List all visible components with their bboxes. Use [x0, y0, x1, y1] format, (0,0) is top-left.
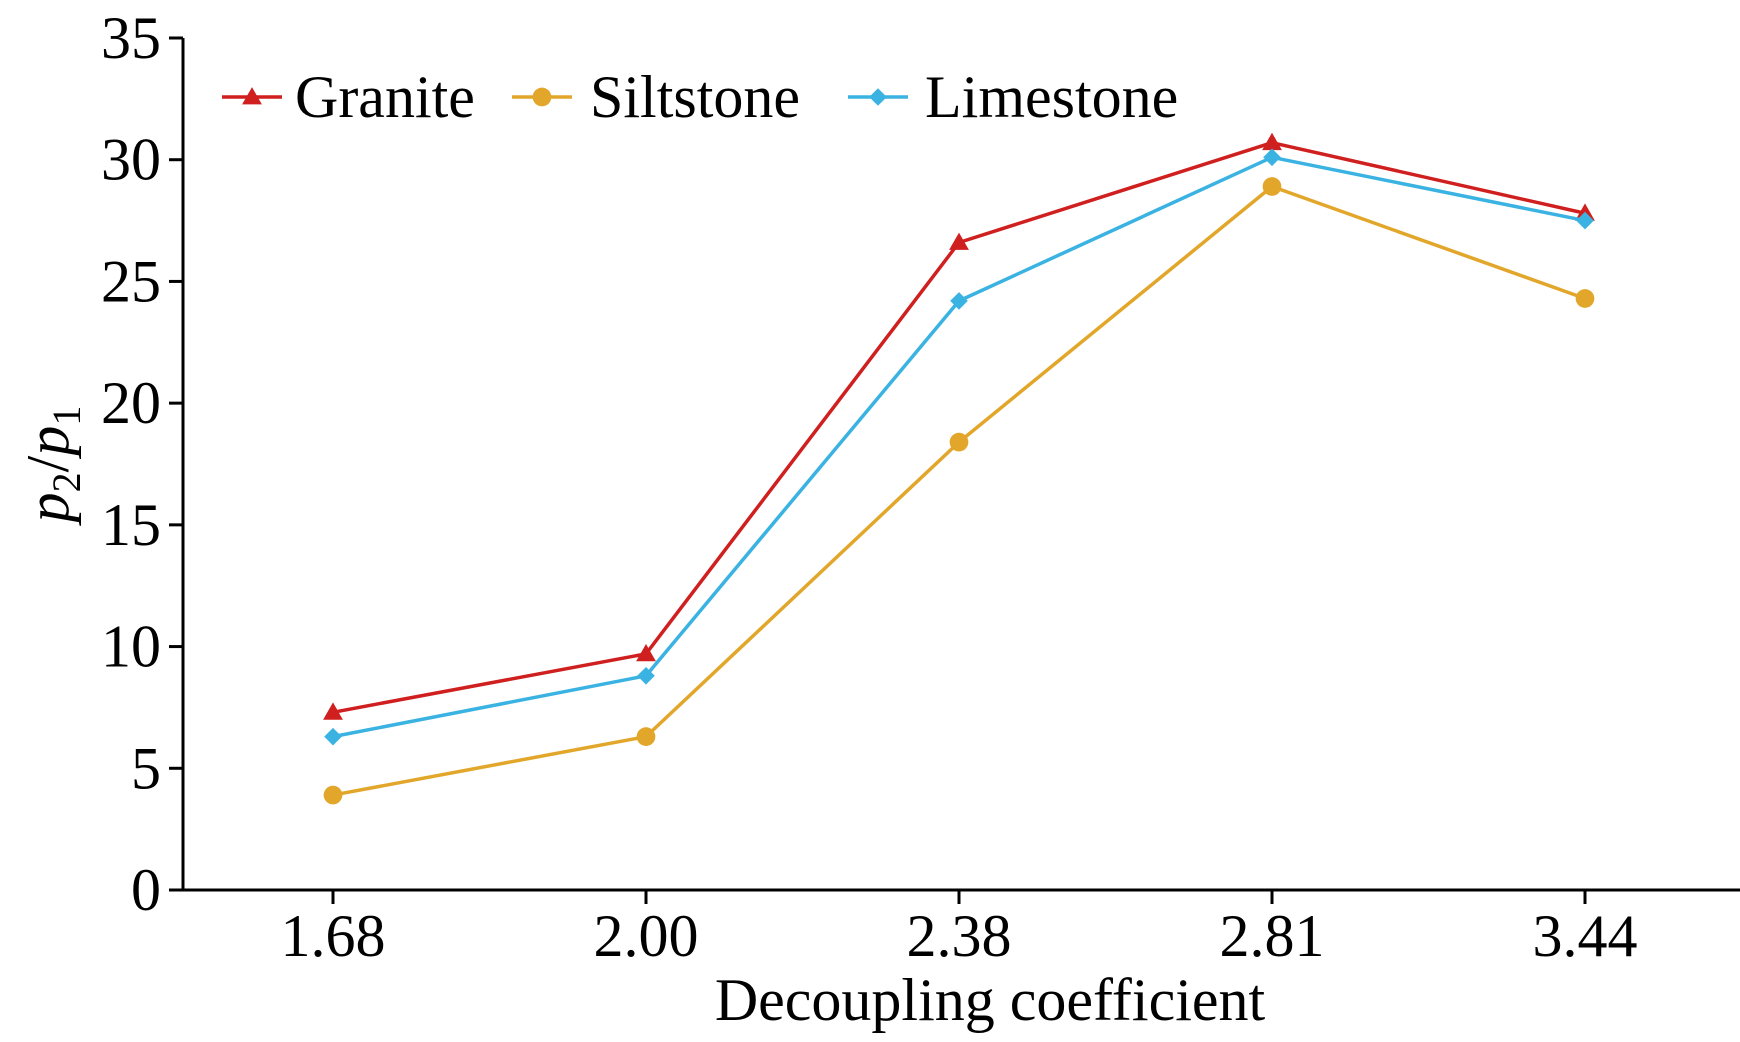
y-tick-label: 25	[101, 248, 161, 314]
legend-label: Limestone	[925, 64, 1178, 130]
data-point-siltstone	[323, 785, 343, 805]
legend-entry-granite: Granite	[222, 64, 475, 130]
data-point-limestone	[1263, 148, 1281, 167]
x-tick-label: 1.68	[281, 903, 386, 969]
data-point-siltstone	[1575, 289, 1595, 308]
data-point-limestone	[1576, 211, 1594, 230]
data-point-limestone	[950, 292, 968, 310]
series-line-granite	[332, 140, 1586, 715]
data-point-siltstone	[949, 432, 969, 452]
legend-label: Siltstone	[590, 64, 800, 130]
legend-entry-siltstone: Siltstone	[512, 64, 800, 130]
data-point-siltstone	[636, 727, 656, 746]
series-line-siltstone	[332, 184, 1586, 797]
y-axis-title-sub2: 2	[44, 472, 89, 492]
series-limestone	[324, 148, 1594, 746]
legend: Granite Siltstone Limestone	[222, 64, 1178, 130]
y-tick-label: 0	[131, 857, 161, 923]
legend-entry-limestone: Limestone	[848, 64, 1178, 130]
data-point-granite	[949, 232, 969, 250]
legend-marker	[869, 88, 887, 106]
y-ticks: 0 5 10 15 20 25 30 35	[101, 5, 183, 923]
series-layer	[323, 132, 1595, 805]
axes	[181, 38, 1740, 892]
x-tick-label: 2.00	[594, 903, 699, 969]
data-point-granite	[1262, 132, 1282, 151]
legend-marker	[532, 87, 552, 107]
data-point-siltstone	[1262, 177, 1282, 196]
y-axis-title-sub1: 1	[44, 406, 89, 426]
x-axis-title: Decoupling coefficient	[715, 967, 1266, 1033]
data-point-granite	[636, 643, 656, 662]
y-axis-title-p2: p	[15, 492, 81, 526]
y-tick-label: 15	[101, 492, 161, 558]
data-point-limestone	[637, 666, 655, 685]
x-tick-label: 2.38	[907, 903, 1012, 969]
y-tick-label: 30	[101, 127, 161, 193]
data-point-limestone	[324, 727, 342, 746]
x-tick-label: 3.44	[1533, 903, 1638, 969]
data-point-granite	[323, 702, 343, 720]
series-granite	[323, 132, 1595, 720]
x-tick-label: 2.81	[1220, 903, 1325, 969]
y-axis-title-slash: /	[15, 455, 81, 472]
x-ticks: 1.68 2.00 2.38 2.81 3.44	[281, 890, 1638, 969]
y-axis-title: p2/p1	[15, 406, 89, 527]
series-siltstone	[323, 177, 1595, 805]
y-tick-label: 5	[131, 735, 161, 801]
y-tick-label: 35	[101, 5, 161, 71]
y-tick-label: 20	[101, 370, 161, 436]
y-tick-label: 10	[101, 614, 161, 680]
legend-label: Granite	[295, 64, 475, 130]
legend-marker	[242, 87, 262, 105]
y-axis-title-p1: p	[15, 426, 81, 460]
